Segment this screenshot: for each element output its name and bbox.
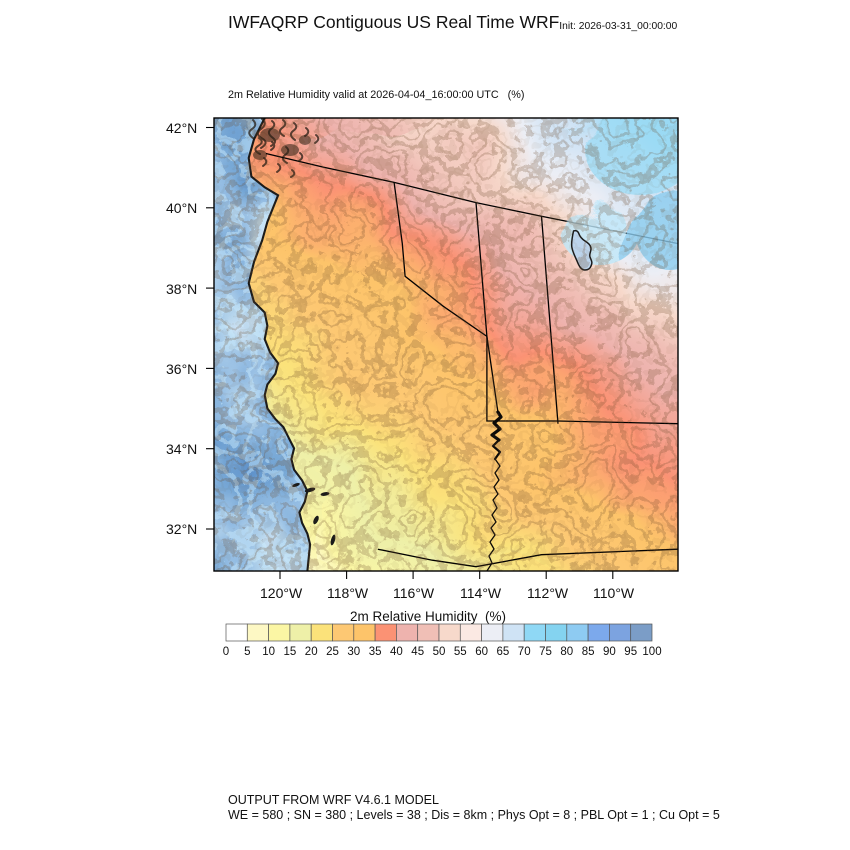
svg-text:5: 5 — [244, 646, 250, 658]
svg-text:85: 85 — [582, 646, 595, 658]
svg-text:95: 95 — [624, 646, 637, 658]
svg-text:40: 40 — [390, 646, 403, 658]
svg-text:15: 15 — [284, 646, 297, 658]
svg-text:0: 0 — [223, 646, 229, 658]
svg-text:10: 10 — [262, 646, 275, 658]
svg-text:30: 30 — [347, 646, 360, 658]
svg-text:45: 45 — [411, 646, 424, 658]
svg-text:50: 50 — [433, 646, 446, 658]
svg-text:70: 70 — [518, 646, 531, 658]
svg-text:80: 80 — [560, 646, 573, 658]
svg-text:35: 35 — [369, 646, 382, 658]
svg-text:55: 55 — [454, 646, 467, 658]
svg-text:20: 20 — [305, 646, 318, 658]
svg-text:65: 65 — [497, 646, 510, 658]
svg-text:25: 25 — [326, 646, 339, 658]
svg-text:100: 100 — [642, 646, 661, 658]
svg-text:60: 60 — [475, 646, 488, 658]
svg-text:90: 90 — [603, 646, 616, 658]
svg-text:75: 75 — [539, 646, 552, 658]
